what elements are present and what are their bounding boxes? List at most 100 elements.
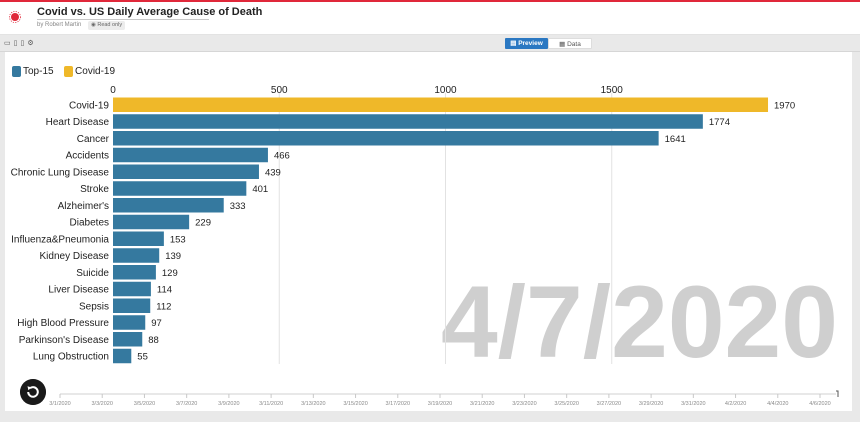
logo-icon [9,11,21,23]
bar[interactable] [113,97,769,113]
timeline-label: 3/17/2020 [386,401,410,407]
bar[interactable] [113,315,146,330]
data-label: 229 [195,218,211,229]
legend-label-covid: Covid-19 [75,66,116,77]
timeline-label: 3/5/2020 [134,401,155,407]
timeline-end-marker [836,390,839,397]
data-label: 114 [157,285,172,296]
timeline-label: 3/31/2020 [681,401,705,407]
bar[interactable] [113,298,151,314]
data-label: 1970 [774,100,795,111]
legend-item-top15[interactable]: Top-15 [12,66,54,78]
timeline-label: 3/15/2020 [343,401,367,407]
bar[interactable] [113,114,703,129]
page-title[interactable]: Covid vs. US Daily Average Cause of Deat… [37,6,263,18]
data-label: 1774 [709,117,730,128]
data-label: 55 [137,352,148,363]
category-label: Stroke [80,184,109,195]
bottom-gutter [0,411,860,422]
replay-button[interactable] [20,379,46,405]
legend-swatch-covid [64,66,74,77]
bar[interactable] [113,147,268,163]
data-label: 88 [148,335,159,346]
left-gutter [0,52,5,422]
bar[interactable] [113,248,160,263]
category-label: Parkinson's Disease [19,335,110,346]
chart-legend: Top-15 Covid-19 [12,66,121,78]
timeline-label: 3/21/2020 [470,401,494,407]
right-gutter [852,52,860,422]
tab-data[interactable]: ▦ Data [548,38,592,49]
category-label: Accidents [66,151,109,162]
category-label: Kidney Disease [40,251,110,262]
bar[interactable] [113,265,156,280]
category-label: Suicide [76,268,109,279]
bar[interactable] [113,198,224,213]
category-label: Alzheimer's [58,201,109,212]
data-label: 153 [170,234,186,245]
timeline-label: 3/19/2020 [428,401,452,407]
bar[interactable] [113,348,132,364]
timeline-label: 3/1/2020 [49,401,70,407]
legend-label-top15: Top-15 [23,66,54,77]
timeline-label: 3/25/2020 [554,401,578,407]
bar[interactable] [113,164,259,180]
bar[interactable] [113,131,659,146]
x-tick-label: 500 [271,85,288,96]
data-label: 401 [252,184,268,195]
x-tick-label: 1000 [434,85,457,96]
timeline-label: 3/9/2020 [218,401,239,407]
legend-item-covid[interactable]: Covid-19 [64,66,115,78]
desktop-icon[interactable]: ▭ [4,40,14,47]
tablet-icon[interactable]: ▯ [13,40,21,47]
read-only-badge: ◉ Read only [88,21,126,30]
bar[interactable] [113,281,151,297]
tab-preview[interactable]: ▤ Preview [505,38,548,49]
timeline-label: 3/11/2020 [259,401,283,407]
category-label: Liver Disease [48,285,109,296]
preview-label: Preview [518,40,543,47]
top-accent-line [0,0,860,2]
view-toolbar: ▭▯▯⚙ ▤ Preview ▦ Data [0,35,860,52]
title-underline [37,19,209,20]
category-label: High Blood Pressure [17,318,109,329]
category-label: Influenza&Pneumonia [11,234,109,245]
category-label: Cancer [77,134,110,145]
eye-icon: ◉ [91,22,96,28]
timeline-label: 4/6/2020 [809,401,830,407]
header-bar: Covid vs. US Daily Average Cause of Deat… [0,2,860,35]
data-label: Data [567,41,581,48]
data-label: 97 [151,318,162,329]
data-label: 439 [265,167,281,178]
data-label: 129 [162,268,178,279]
bar[interactable] [113,181,247,196]
timeline-label: 3/29/2020 [639,401,663,407]
mobile-icon[interactable]: ▯ [20,40,28,47]
date-watermark: 4/7/2020 [441,265,838,379]
timeline-label: 3/27/2020 [597,401,621,407]
bar[interactable] [113,231,164,247]
category-label: Covid-19 [69,100,109,111]
device-icons: ▭▯▯⚙ [4,39,37,47]
data-label: 112 [156,301,171,312]
timeline-label: 4/2/2020 [725,401,746,407]
timeline-label: 3/7/2020 [176,401,197,407]
replay-icon [27,386,39,398]
bar[interactable] [113,332,143,347]
x-tick-label: 0 [110,85,116,96]
category-label: Chronic Lung Disease [11,167,110,178]
author-byline: by Robert Martin [37,22,82,28]
data-label: 139 [165,251,181,262]
x-tick-label: 1500 [601,85,624,96]
settings-icon[interactable]: ⚙ [27,40,37,47]
read-only-label: Read only [97,22,123,28]
preview-icon: ▤ [510,40,517,47]
timeline-label: 4/4/2020 [767,401,788,407]
legend-swatch-top15 [12,66,21,77]
bar[interactable] [113,214,190,230]
data-label: 1641 [665,134,686,145]
category-label: Diabetes [70,218,109,229]
timeline-label: 3/3/2020 [92,401,113,407]
data-label: 466 [274,151,290,162]
